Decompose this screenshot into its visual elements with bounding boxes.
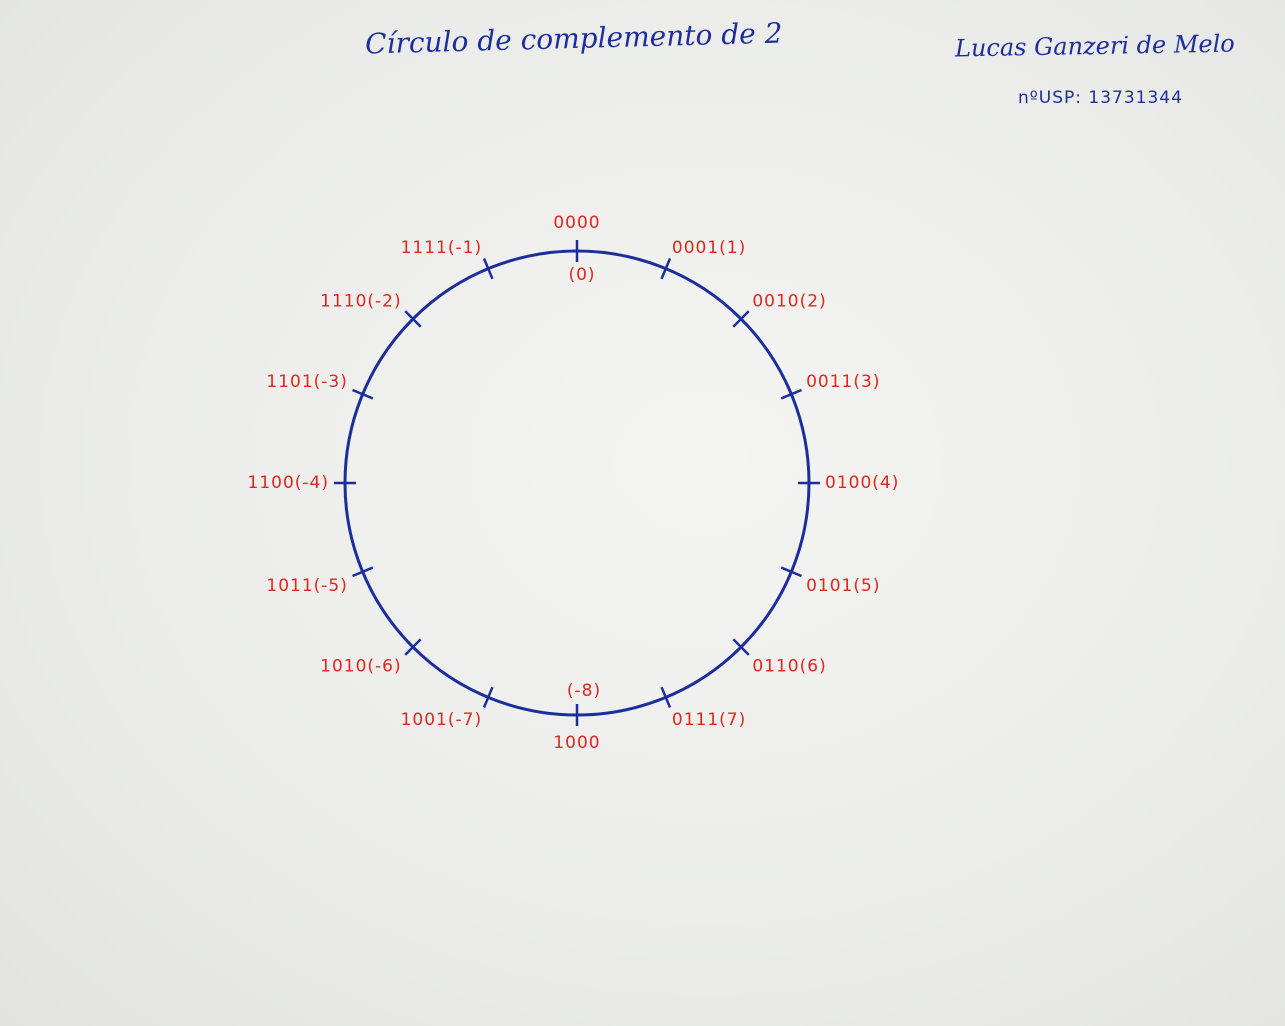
value-label: 0000 (553, 213, 600, 233)
tick-mark (404, 638, 422, 656)
value-label: 1110(-2) (320, 292, 401, 312)
tick-mark (660, 258, 672, 280)
value-label: 1001(-7) (401, 710, 482, 730)
tick-mark (780, 388, 802, 400)
tick-mark (780, 566, 802, 578)
value-label: 0010(2) (752, 292, 826, 312)
value-label: 1100(-4) (248, 473, 329, 493)
tick-mark (482, 686, 494, 708)
value-label: 1111(-1) (401, 238, 482, 258)
tick-mark (732, 310, 750, 328)
value-label: 0110(6) (752, 656, 826, 676)
value-label: 1010(-6) (320, 656, 401, 676)
tick-mark (660, 686, 672, 708)
decimal-label: (0) (568, 265, 595, 285)
value-labels: 0000 (0) 0001(1) 0010(2) 0011(3) 0100(4) 0101(… (248, 213, 899, 753)
value-label: 1101(-3) (266, 372, 347, 392)
tick-mark (732, 638, 750, 656)
value-label: 0100(4) (825, 473, 899, 493)
student-id: nºUSP: 13731344 (1018, 88, 1183, 108)
value-label: 0111(7) (672, 710, 746, 730)
decimal-label: (-8) (567, 681, 601, 701)
tick-mark (482, 258, 494, 280)
value-label: 1011(-5) (266, 576, 347, 596)
value-label: 0011(3) (806, 372, 880, 392)
tick-mark (352, 566, 374, 578)
tick-marks (334, 240, 820, 726)
value-label: 0101(5) (806, 576, 880, 596)
value-label: 1000 (553, 733, 600, 753)
tick-mark (404, 310, 422, 328)
tick-mark (352, 388, 374, 400)
value-label: 0001(1) (672, 238, 746, 258)
